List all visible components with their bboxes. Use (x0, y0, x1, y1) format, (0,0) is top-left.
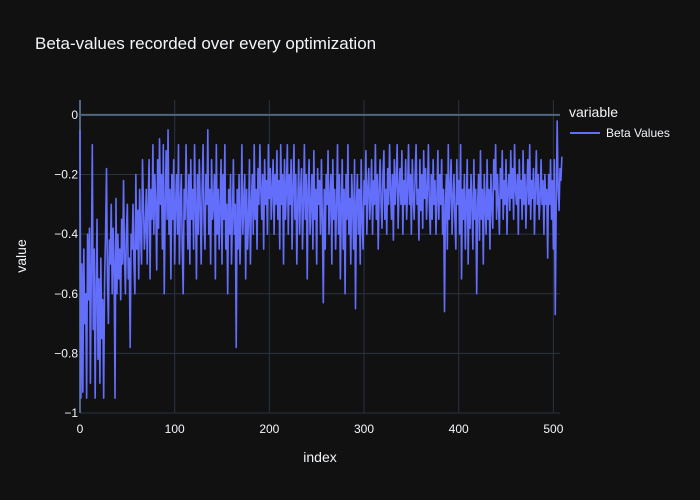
legend-label: Beta Values (606, 126, 670, 140)
x-axis-label: index (303, 449, 336, 465)
y-tick-label: −0.2 (54, 168, 78, 182)
x-tick-label: 100 (165, 422, 185, 436)
y-tick-labels: 0 −0.2 −0.4 −0.6 −0.8 −1 (54, 108, 78, 420)
plot-area (80, 100, 560, 413)
y-tick-label: −0.8 (54, 346, 78, 360)
legend-swatch (570, 132, 600, 134)
y-tick-label: −0.6 (54, 287, 78, 301)
x-tick-label: 500 (543, 422, 563, 436)
x-tick-label: 200 (259, 422, 279, 436)
x-tick-labels: 0 100 200 300 400 500 (77, 422, 564, 436)
series-group[interactable] (79, 120, 563, 399)
x-tick-label: 300 (354, 422, 374, 436)
x-tick-label: 400 (449, 422, 469, 436)
y-tick-label: −0.4 (54, 227, 78, 241)
y-tick-label: 0 (71, 108, 78, 122)
x-tick-label: 0 (77, 422, 84, 436)
y-axis-label: value (13, 239, 29, 273)
legend-item-beta-values[interactable]: Beta Values (570, 124, 670, 142)
series-line-beta-values[interactable] (79, 120, 563, 399)
y-tick-label: −1 (64, 406, 78, 420)
chart-title: Beta-values recorded over every optimiza… (35, 34, 377, 53)
legend-title: variable (569, 104, 619, 120)
